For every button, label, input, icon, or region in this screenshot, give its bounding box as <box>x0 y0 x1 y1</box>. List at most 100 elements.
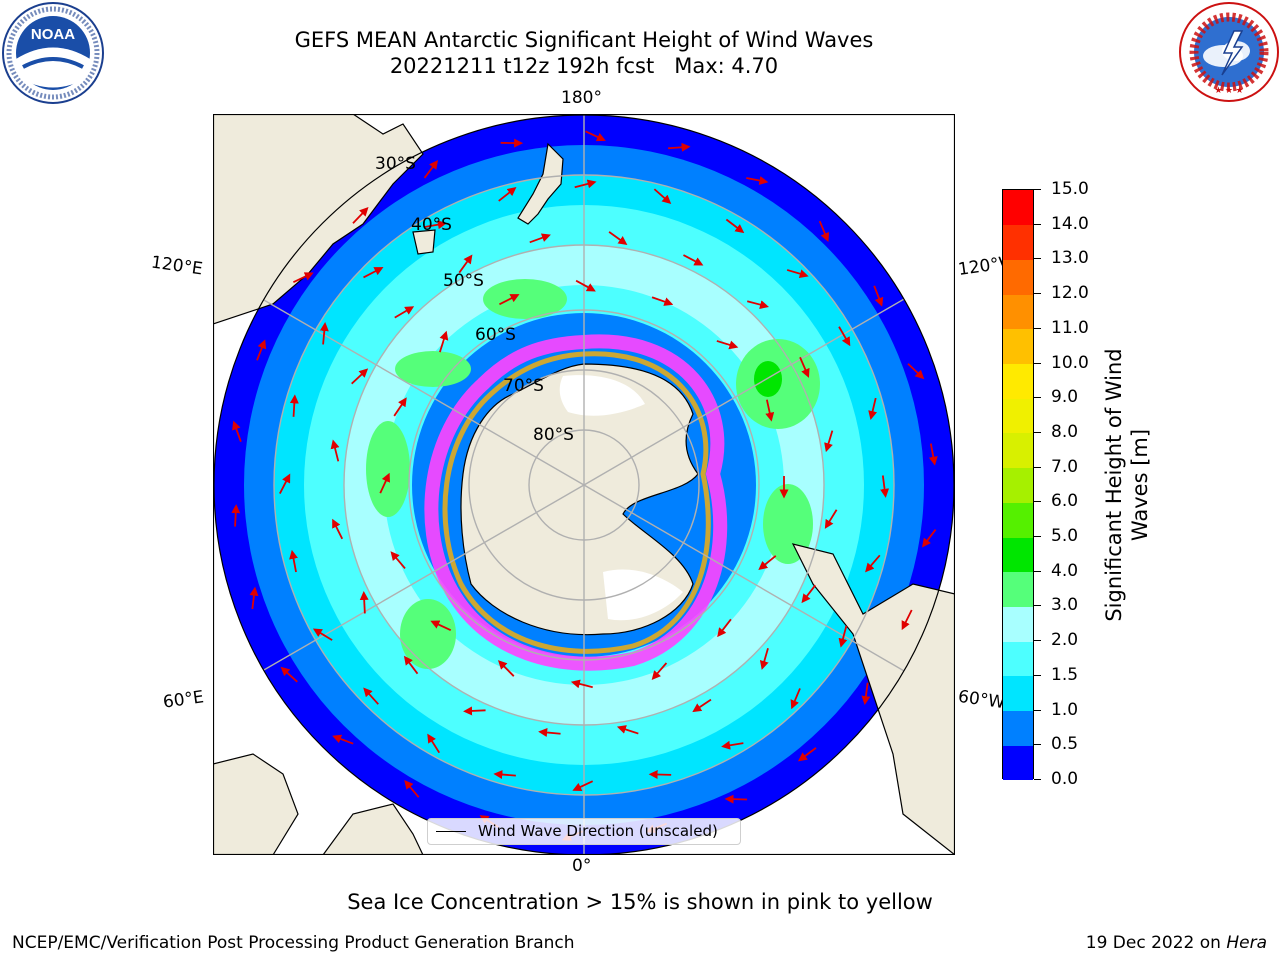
wind-wave-arrow <box>538 727 561 737</box>
antarctica-landmass <box>460 363 699 636</box>
colorbar-tick-label: 0.0 <box>1051 769 1079 789</box>
colorbar-tick-label: 15.0 <box>1051 179 1089 199</box>
colorbar-tick <box>1034 501 1041 503</box>
colorbar-tick-label: 2.0 <box>1051 630 1079 651</box>
colorbar-tick <box>1034 431 1041 433</box>
wind-wave-arrow <box>758 555 777 571</box>
colorbar-tick-label: 3.0 <box>1051 595 1079 616</box>
wind-wave-arrow <box>570 679 593 689</box>
colorbar-tick <box>1034 293 1041 295</box>
wind-wave-arrow <box>746 300 769 310</box>
noaa-wordmark: NOAA <box>31 26 75 43</box>
wind-wave-arrow <box>668 142 691 152</box>
wind-wave-arrow <box>692 698 712 713</box>
colorbar-tick <box>1034 709 1041 711</box>
footer-system: Hera <box>1226 933 1267 953</box>
wind-wave-arrow <box>653 188 672 205</box>
wind-wave-arrow <box>279 473 291 494</box>
colorbar-tick <box>1034 744 1041 746</box>
wind-wave-arrow <box>352 206 369 224</box>
colorbar-tick <box>1034 397 1041 399</box>
wind-wave-arrow <box>786 269 809 279</box>
wind-wave-arrow <box>394 306 415 319</box>
colorbar-tick-label: 11.0 <box>1051 317 1089 338</box>
colorbar-segment <box>1003 502 1033 538</box>
colorbar-tick <box>1034 223 1041 225</box>
wind-wave-arrow <box>319 322 329 345</box>
legend-label: Wind Wave Direction (unscaled) <box>478 822 718 840</box>
wind-wave-arrow <box>497 660 515 677</box>
wind-wave-arrow <box>493 770 516 780</box>
wind-wave-arrow <box>907 363 925 380</box>
wind-wave-arrow <box>439 330 449 353</box>
wind-wave-arrow <box>818 220 830 242</box>
colorbar-tick-label: 9.0 <box>1051 387 1079 408</box>
wind-wave-arrow <box>880 475 890 498</box>
madagascar-landmass <box>213 753 299 855</box>
colorbar-tick-label: 10.0 <box>1051 352 1089 373</box>
colorbar-tick <box>1034 779 1041 780</box>
colorbar-segment <box>1003 328 1033 365</box>
colorbar-tick <box>1034 536 1041 538</box>
colorbar-segment <box>1003 294 1033 330</box>
colorbar-tick <box>1034 570 1041 572</box>
wind-wave-arrow <box>404 779 420 798</box>
wind-wave-arrow <box>427 733 441 754</box>
wind-wave-arrow <box>928 443 938 466</box>
wind-wave-arrow <box>873 285 884 307</box>
africa-landmass <box>322 803 424 855</box>
wind-wave-arrow <box>797 747 817 762</box>
colorbar-segment <box>1003 710 1033 746</box>
colorbar-tick-label: 4.0 <box>1051 560 1079 581</box>
lon-label-120e: 120°E <box>149 252 204 280</box>
wind-wave-arrow <box>458 254 473 274</box>
wind-wave-arrow <box>765 399 775 422</box>
wind-wave-arrow <box>759 648 769 670</box>
wind-wave-arrow <box>363 687 379 705</box>
colorbar-segment <box>1003 537 1033 573</box>
wind-wave-arrow <box>824 509 838 529</box>
wind-wave-arrow <box>922 529 937 548</box>
wind-wave-arrow <box>351 368 369 385</box>
colorbar-segment <box>1003 641 1033 677</box>
footer-date: 19 Dec 2022 on Hera <box>1086 933 1267 953</box>
wind-wave-arrow <box>861 682 871 706</box>
lat-label-50s: 50°S <box>443 271 484 291</box>
colorbar-tick <box>1034 605 1041 607</box>
colorbar-tick-label: 5.0 <box>1051 526 1079 547</box>
new-zealand-landmass <box>517 142 564 225</box>
wind-wave-arrow <box>403 655 419 675</box>
wind-wave-arrow <box>838 625 848 648</box>
colorbar-tick-label: 12.0 <box>1051 283 1089 304</box>
colorbar-segment <box>1003 224 1033 260</box>
lat-label-30s: 30°S <box>375 154 416 174</box>
colorbar-tick-label: 6.0 <box>1051 491 1079 512</box>
wind-wave-arrow <box>249 586 259 610</box>
colorbar-tick-label: 0.5 <box>1051 734 1079 755</box>
wind-wave-arrow <box>790 688 801 710</box>
colorbar-segment <box>1003 675 1033 712</box>
colorbar-segment <box>1003 606 1033 642</box>
lat-label-60s: 60°S <box>475 325 516 345</box>
colorbar-tick <box>1034 640 1041 642</box>
colorbar-segment <box>1003 432 1033 469</box>
wind-wave-arrow <box>901 609 913 631</box>
colorbar-tick <box>1034 362 1041 364</box>
wind-wave-arrow <box>289 549 298 573</box>
wind-wave-arrow <box>529 233 551 244</box>
wind-wave-arrow <box>716 340 739 350</box>
footer-date-text: 19 Dec 2022 on <box>1085 933 1227 953</box>
wind-wave-arrow <box>575 279 596 292</box>
wind-wave-arrow <box>363 267 384 279</box>
colorbar-label: Significant Height of Wind Waves [m] <box>1102 348 1152 622</box>
nws-logo: ★ ★ ★ <box>1179 2 1279 102</box>
colorbar-tick <box>1034 466 1041 468</box>
colorbar-segment <box>1003 745 1033 781</box>
wind-wave-arrow <box>799 356 810 378</box>
wind-wave-arrow <box>838 326 851 347</box>
lon-label-60e: 60°E <box>161 687 206 713</box>
wind-wave-arrow <box>393 397 407 417</box>
tasmania-landmass <box>412 229 436 255</box>
lat-label-40s: 40°S <box>411 215 452 235</box>
wind-wave-arrow <box>585 130 606 142</box>
